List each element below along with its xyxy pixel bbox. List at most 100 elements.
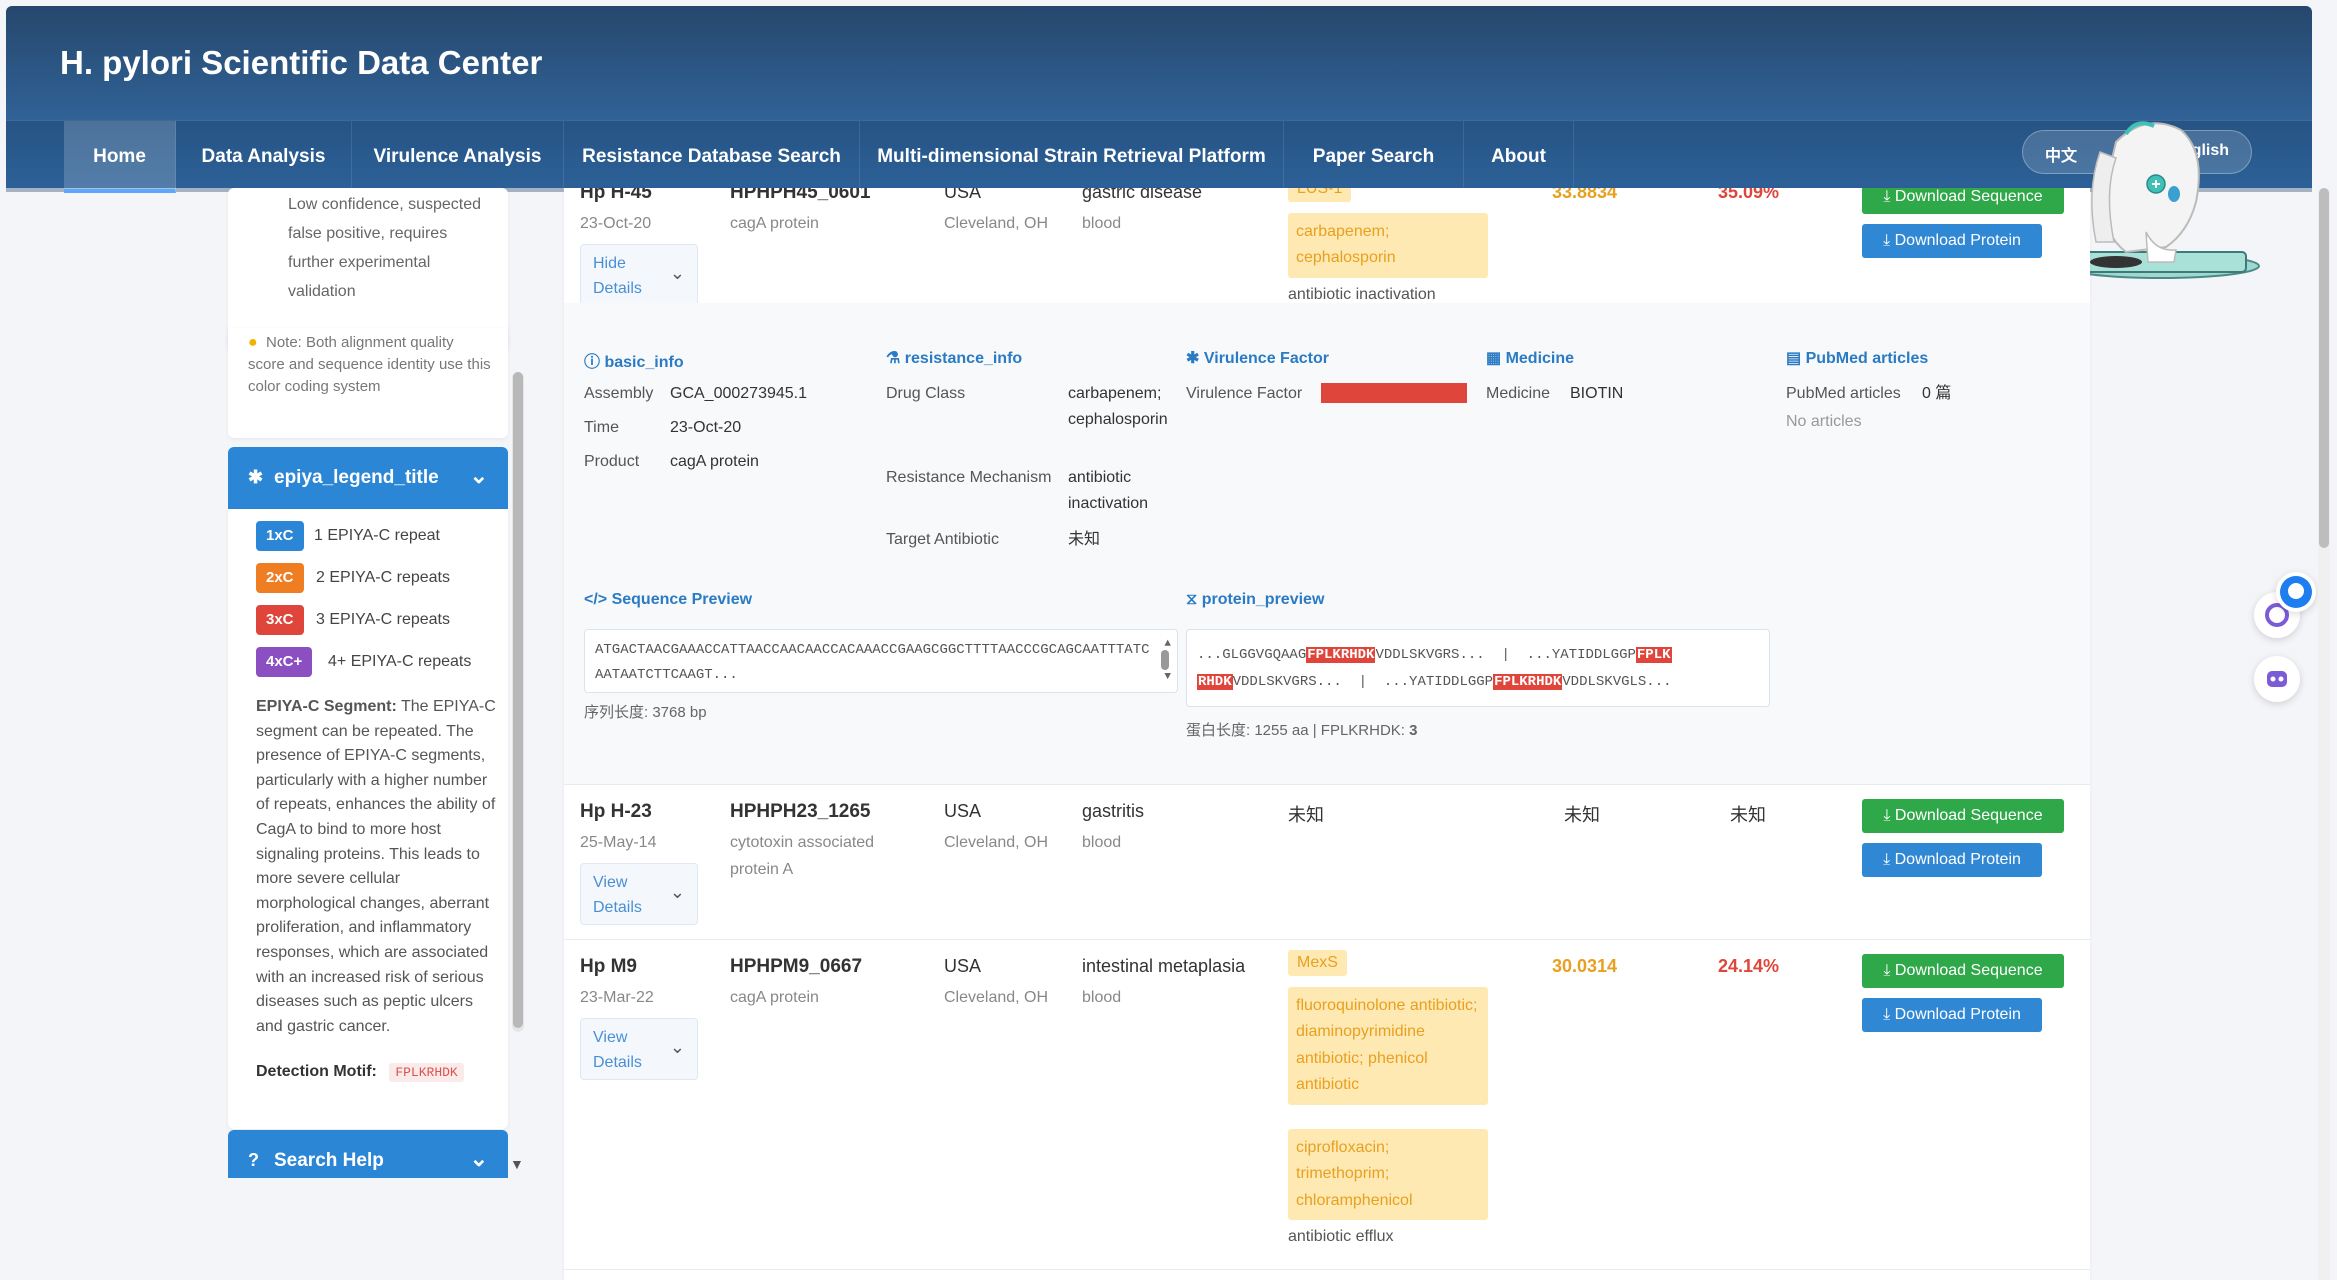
- mechanism-value: antibiotic inactivation: [1068, 469, 1149, 513]
- sidebar: Low confidence, suspected false positive…: [220, 188, 520, 1178]
- strain-date: 23-Mar-22: [580, 989, 654, 1006]
- download-sequence-button[interactable]: ⤓ Download Sequence: [1862, 188, 2064, 214]
- details-panel: ⓘ basic_info Assembly GCA_000273945.1 Ti…: [564, 303, 2090, 873]
- virulence-factor-title: ✱ Virulence Factor: [1186, 350, 1329, 367]
- sidebar-scrollbar-thumb[interactable]: [513, 372, 523, 1028]
- pubmed-title: ▤ PubMed articles: [1786, 350, 1929, 367]
- time-label: Time: [584, 419, 619, 436]
- nav-virulence-analysis[interactable]: Virulence Analysis: [352, 121, 564, 193]
- nav-strain-retrieval[interactable]: Multi-dimensional Strain Retrieval Platf…: [860, 121, 1284, 193]
- basic-info-title: ⓘ basic_info: [584, 354, 684, 371]
- gene-product: cagA protein: [730, 989, 819, 1006]
- epiya-legend-header[interactable]: ✱ epiya_legend_title ⌄: [228, 447, 508, 509]
- strain-date: 23-Oct-20: [580, 215, 652, 232]
- sequence-preview-box[interactable]: ATGACTAACGAAACCATTAACCAACAACCACAAACCGAAG…: [584, 629, 1178, 693]
- drug-class-tag: carbapenem; cephalosporin: [1288, 213, 1488, 278]
- isolation-source: blood: [1082, 215, 1122, 232]
- epiya-legend-body: 1xC 1 EPIYA-C repeat 2xC 2 EPIYA-C repea…: [228, 509, 508, 1129]
- sequence-scrollbar[interactable]: [1161, 650, 1169, 670]
- detection-motif: Detection Motif: FPLKRHDK: [256, 1063, 464, 1082]
- legend-badge: 2xC: [256, 563, 304, 593]
- strain-date: 25-May-14: [580, 834, 657, 851]
- strain-name[interactable]: Hp H-23: [580, 801, 652, 822]
- legend-text: 4+ EPIYA-C repeats: [328, 653, 472, 670]
- confidence-note: Low confidence, suspected false positive…: [288, 196, 482, 300]
- drug-class-label: Drug Class: [886, 385, 966, 402]
- robot-assistant-icon[interactable]: [2254, 656, 2300, 702]
- nav-resistance-search[interactable]: Resistance Database Search: [564, 121, 860, 193]
- color-note-card: ● Note: Both alignment quality score and…: [228, 328, 508, 438]
- search-help-header[interactable]: ? Search Help ⌄: [228, 1130, 508, 1178]
- sequence-identity: 未知: [1730, 805, 1766, 825]
- target-antibiotic-tag: ciprofloxacin; trimethoprim; chloramphen…: [1288, 1129, 1488, 1221]
- strain-name[interactable]: Hp H-45: [580, 188, 652, 203]
- chevron-down-icon: ⌄: [669, 882, 685, 902]
- virulence-factor-label: Virulence Factor: [1186, 385, 1303, 402]
- country: USA: [944, 188, 982, 202]
- main-nav: Home Data Analysis Virulence Analysis Re…: [6, 120, 2312, 193]
- scroll-up-arrow[interactable]: ▲: [1164, 638, 1171, 650]
- strain-name[interactable]: Hp M9: [580, 956, 637, 977]
- details-toggle-button[interactable]: Hide Details ⌄: [580, 244, 698, 306]
- resistance-info-title: ⚗ resistance_info: [886, 350, 1023, 367]
- assembly-value: GCA_000273945.1: [670, 385, 807, 402]
- page-scrollbar-thumb[interactable]: [2319, 188, 2329, 548]
- results-table: Hp H-45 23-Oct-20 Hide Details ⌄ HPHPH45…: [564, 188, 2090, 1280]
- download-sequence-button[interactable]: ⤓ Download Sequence: [1862, 799, 2064, 833]
- protein-length: 蛋白长度: 1255 aa | FPLKRHDK: 3: [1186, 722, 1418, 739]
- chevron-down-icon: ⌄: [469, 1146, 488, 1171]
- resistance-gene: MexS: [1288, 950, 1347, 976]
- motif-highlight: RHDK: [1197, 674, 1233, 690]
- resistance-mechanism: antibiotic efflux: [1288, 1228, 1394, 1245]
- virulence-factor-bar: [1321, 383, 1467, 403]
- medicine-title: ▦ Medicine: [1486, 350, 1575, 367]
- legend-text: 1 EPIYA-C repeat: [314, 527, 440, 544]
- sequence-preview-title: </> Sequence Preview: [584, 591, 753, 608]
- site-brand[interactable]: H. pylori Scientific Data Center: [60, 44, 543, 81]
- protein-preview-box: ...GLGGVGQAAGFPLKRHDKVDDLSKVGRS... | ...…: [1186, 629, 1770, 707]
- details-toggle-button[interactable]: View Details ⌄: [580, 863, 698, 925]
- resistance-mechanism: antibiotic inactivation: [1288, 286, 1436, 303]
- download-protein-button[interactable]: ⤓ Download Protein: [1862, 998, 2042, 1032]
- disease: gastric disease: [1082, 188, 1203, 202]
- nav-data-analysis[interactable]: Data Analysis: [176, 121, 352, 193]
- country: USA: [944, 801, 982, 821]
- download-sequence-button[interactable]: ⤓ Download Sequence: [1862, 954, 2064, 988]
- table-row: Hp M9 23-Mar-22 View Details ⌄ HPHPM9_06…: [564, 940, 2090, 1270]
- details-toggle-button[interactable]: View Details ⌄: [580, 1018, 698, 1080]
- motif-highlight: FPLK: [1635, 647, 1672, 663]
- sequence-length: 序列长度: 3768 bp: [584, 704, 707, 721]
- nav-home[interactable]: Home: [64, 121, 176, 193]
- lang-zh-option[interactable]: 中文: [2045, 148, 2078, 165]
- scroll-down-arrow[interactable]: ▼: [1164, 671, 1171, 683]
- gene-product: cagA protein: [730, 215, 819, 232]
- isolation-source: blood: [1082, 834, 1122, 851]
- sequence-identity: 35.09%: [1718, 188, 1780, 202]
- isolation-source: blood: [1082, 989, 1122, 1006]
- download-protein-button[interactable]: ⤓ Download Protein: [1862, 224, 2042, 258]
- assembly-label: Assembly: [584, 385, 654, 402]
- disease: intestinal metaplasia: [1082, 956, 1246, 976]
- legend-badge: 4xC+: [256, 647, 313, 677]
- gene-id: HPHPM9_0667: [730, 956, 863, 977]
- protein-preview-title: ⧖ protein_preview: [1186, 591, 1325, 608]
- gene-id: HPHPH45_0601: [730, 188, 871, 203]
- table-row: Hp H-23 25-May-14 View Details ⌄ HPHPH23…: [564, 784, 2090, 940]
- confidence-legend-card: Low confidence, suspected false positive…: [228, 188, 508, 350]
- app-header: H. pylori Scientific Data Center Home Da…: [6, 6, 2312, 193]
- city: Cleveland, OH: [944, 215, 1049, 232]
- lightbulb-icon: ●: [248, 334, 258, 351]
- motif-highlight: FPLKRHDK: [1493, 674, 1563, 690]
- chat-bubble-icon[interactable]: [2276, 572, 2316, 612]
- drug-class-tag: fluoroquinolone antibiotic; diaminopyrim…: [1288, 987, 1488, 1105]
- pubmed-count: 0 篇: [1922, 385, 1952, 402]
- gene-product: cytotoxin associated protein A: [730, 834, 875, 878]
- gear-icon: ✱: [248, 467, 264, 487]
- legend-badge: 1xC: [256, 521, 304, 551]
- nav-paper-search[interactable]: Paper Search: [1284, 121, 1464, 193]
- download-protein-button[interactable]: ⤓ Download Protein: [1862, 843, 2042, 877]
- motif-code: FPLKRHDK: [389, 1063, 464, 1082]
- nav-about[interactable]: About: [1464, 121, 1574, 193]
- legend-text: 3 EPIYA-C repeats: [316, 611, 450, 628]
- scroll-down-arrow[interactable]: ▼: [510, 1156, 524, 1172]
